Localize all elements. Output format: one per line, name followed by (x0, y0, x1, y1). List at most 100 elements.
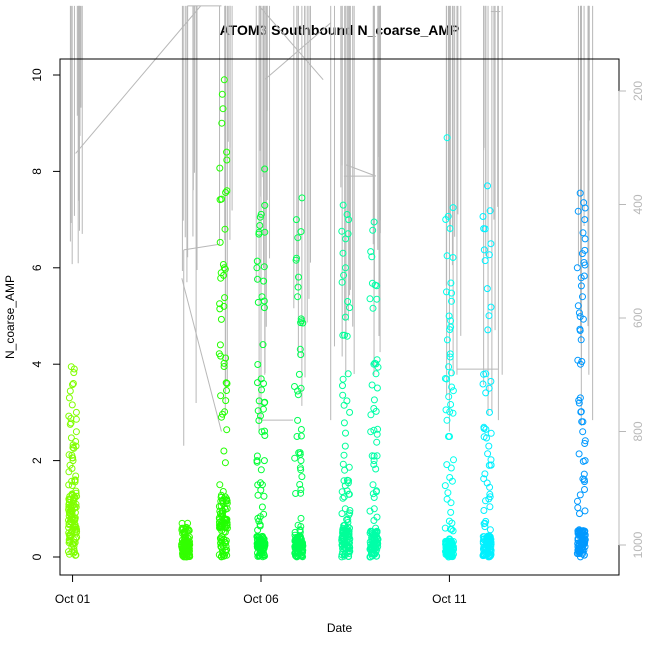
data-point (298, 543, 306, 551)
data-point (71, 478, 79, 486)
data-point (217, 510, 224, 518)
data-point (223, 387, 230, 394)
data-point (180, 529, 188, 537)
data-point (220, 514, 228, 522)
data-point (178, 524, 186, 532)
data-point (215, 514, 223, 522)
profile-trace-line (183, 243, 220, 251)
data-point (260, 492, 268, 500)
chart-title: ATOM3 Southbound N_coarse_AMP (220, 22, 460, 38)
data-point (448, 297, 455, 305)
data-point (257, 466, 265, 474)
data-point (370, 396, 378, 404)
data-point (291, 383, 298, 390)
data-point (66, 532, 74, 540)
data-point (298, 552, 306, 560)
data-point (72, 500, 80, 508)
data-point (373, 356, 381, 364)
data-point (344, 370, 352, 378)
data-point (218, 90, 226, 98)
data-point (368, 279, 376, 287)
data-point (293, 433, 301, 440)
data-point (576, 491, 584, 499)
data-point (576, 189, 584, 197)
data-point (258, 428, 266, 436)
data-point (487, 429, 495, 437)
data-point (449, 409, 457, 417)
data-point (338, 278, 346, 286)
data-point (294, 416, 302, 424)
profile-traces (69, 5, 594, 446)
data-point (257, 536, 265, 544)
data-point (577, 282, 585, 290)
data-point (486, 207, 494, 215)
data-point (254, 514, 262, 522)
data-point (253, 452, 261, 460)
data-point (253, 264, 261, 272)
data-point (449, 387, 457, 395)
data-point (445, 553, 453, 561)
data-point (574, 497, 581, 505)
data-point (338, 553, 346, 561)
data-point (343, 549, 351, 557)
data-point (578, 250, 586, 258)
data-point (483, 285, 491, 293)
data-point (342, 313, 349, 321)
data-point (372, 370, 380, 378)
data-point (216, 481, 224, 489)
data-point (579, 475, 587, 483)
data-point (258, 503, 266, 511)
data-point (220, 359, 228, 367)
data-point (339, 391, 347, 399)
right-tick-label: 800 (631, 421, 645, 441)
data-point (372, 465, 380, 473)
data-point (220, 264, 228, 272)
data-point (577, 336, 585, 344)
data-point (221, 225, 229, 233)
data-point (480, 425, 488, 432)
data-point (581, 437, 589, 445)
data-point (291, 543, 299, 550)
data-point (223, 497, 231, 505)
data-point (581, 486, 588, 493)
data-point (343, 397, 351, 405)
data-point (480, 246, 488, 254)
data-point (447, 401, 455, 408)
data-point (480, 225, 488, 233)
data-point (220, 76, 228, 84)
data-point (218, 552, 225, 560)
data-point (486, 552, 494, 560)
data-point (295, 449, 303, 457)
data-point (576, 327, 584, 334)
data-point (484, 548, 492, 556)
data-point (441, 482, 449, 490)
data-point (346, 507, 354, 514)
data-point (217, 269, 225, 277)
data-point (581, 261, 589, 269)
data-point (292, 216, 300, 224)
data-point (575, 450, 583, 458)
data-point (340, 271, 348, 279)
right-tick-label: 400 (631, 194, 645, 214)
data-point (70, 444, 78, 452)
data-point (373, 295, 381, 303)
data-point (481, 470, 489, 478)
data-point (68, 490, 76, 498)
data-point (221, 294, 229, 302)
y-tick-label: 6 (30, 264, 44, 271)
data-point (254, 481, 262, 489)
data-point (255, 533, 263, 541)
data-point (486, 490, 494, 498)
data-point (443, 416, 451, 424)
data-point (481, 519, 489, 527)
data-point (576, 510, 583, 518)
data-point (444, 212, 452, 220)
data-point (297, 432, 305, 440)
data-point (576, 529, 584, 537)
data-point (443, 495, 451, 503)
data-point (219, 497, 227, 505)
data-point (256, 551, 264, 559)
data-point (67, 434, 75, 442)
data-point (443, 134, 451, 142)
x-tick-label: Oct 06 (243, 592, 279, 606)
